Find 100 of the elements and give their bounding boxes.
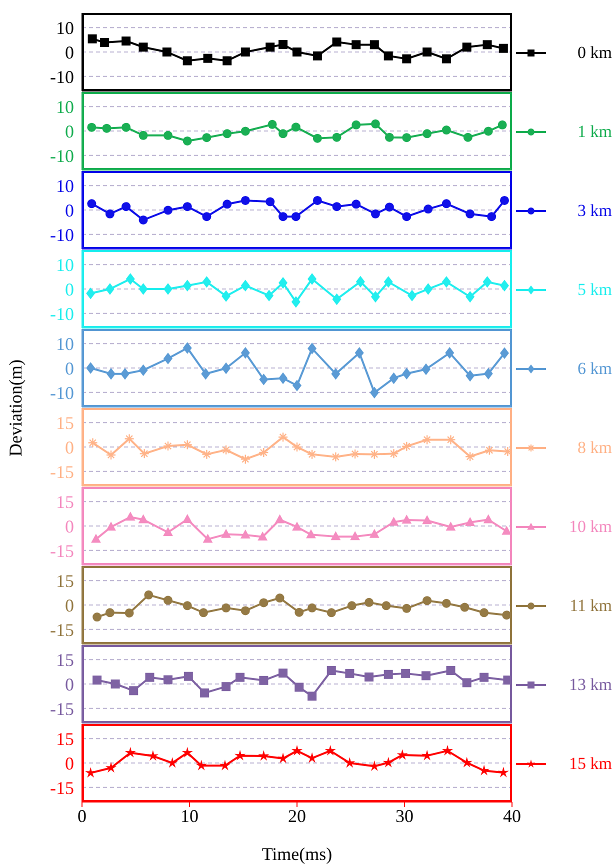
point [306, 529, 316, 538]
point [182, 136, 192, 146]
x-axis-title: Time(ms) [262, 844, 332, 864]
point [291, 122, 300, 132]
point [258, 531, 268, 540]
point [120, 368, 130, 380]
y-tick-label: 0 [65, 42, 74, 62]
point [332, 293, 342, 306]
point [147, 750, 159, 761]
point [498, 44, 508, 53]
point [88, 34, 97, 44]
point [162, 440, 174, 452]
point [465, 517, 476, 526]
point [308, 692, 317, 701]
point [222, 362, 231, 374]
point [278, 668, 288, 678]
point [466, 370, 475, 382]
legend-label: 6 km [578, 358, 612, 378]
point [370, 40, 379, 50]
point [291, 296, 300, 308]
point [370, 119, 380, 128]
legend-label: 5 km [578, 280, 612, 300]
point [382, 756, 394, 768]
point [484, 445, 495, 456]
point [182, 342, 192, 354]
point [222, 56, 232, 66]
legend-label: 1 km [578, 122, 612, 142]
y-tick-label: 10 [56, 18, 74, 38]
point [275, 594, 284, 603]
point [500, 280, 509, 292]
point [332, 202, 342, 212]
point [202, 133, 212, 142]
point [294, 608, 304, 617]
point [402, 604, 412, 613]
point [182, 514, 192, 523]
point [182, 746, 193, 758]
point [324, 744, 336, 756]
point [442, 199, 451, 208]
point [422, 596, 432, 606]
point [202, 276, 212, 288]
point [478, 764, 490, 776]
point [100, 38, 110, 47]
point [240, 606, 250, 616]
legend-label: 13 km [569, 674, 612, 694]
x-tick-label: 30 [396, 806, 414, 826]
point [312, 51, 322, 60]
point [258, 750, 270, 761]
point [487, 212, 496, 222]
point [370, 209, 380, 218]
point [424, 283, 433, 295]
point [294, 682, 304, 692]
point [125, 512, 136, 521]
point [402, 441, 412, 452]
point [110, 680, 120, 688]
x-tick-label: 10 [180, 806, 198, 826]
point [308, 603, 317, 612]
point [164, 596, 172, 605]
y-tick-label: -10 [50, 66, 74, 87]
point [87, 199, 96, 208]
point [222, 290, 231, 302]
point [356, 276, 365, 288]
point [278, 40, 288, 49]
point [86, 288, 96, 300]
point [480, 672, 489, 682]
point [382, 601, 391, 610]
point [106, 522, 116, 531]
legend-label: 11 km [570, 596, 612, 616]
point [466, 290, 475, 303]
point [278, 129, 288, 138]
point [139, 448, 150, 459]
point [182, 440, 192, 450]
point [312, 196, 322, 205]
point [306, 449, 318, 460]
point [332, 132, 342, 142]
y-tick-label: 15 [56, 492, 74, 512]
point [442, 126, 451, 135]
point [402, 212, 412, 222]
point [352, 200, 361, 209]
point [122, 36, 131, 46]
point [240, 196, 250, 205]
y-tick-label: 0 [65, 753, 74, 774]
point [164, 675, 172, 684]
point [292, 48, 302, 56]
point [222, 603, 231, 612]
point [258, 447, 269, 458]
y-tick-label: -15 [50, 620, 74, 640]
y-tick-label: 0 [65, 358, 74, 378]
point [91, 534, 101, 543]
point [422, 129, 432, 138]
point [308, 342, 317, 354]
y-tick-label: 10 [56, 334, 74, 354]
point [312, 134, 322, 143]
point [500, 196, 509, 205]
point [291, 212, 300, 222]
point [138, 130, 148, 140]
y-tick-label: 15 [56, 650, 74, 670]
point [422, 363, 430, 376]
point [291, 744, 303, 756]
point [278, 277, 288, 289]
y-tick-label: 15 [56, 729, 74, 750]
